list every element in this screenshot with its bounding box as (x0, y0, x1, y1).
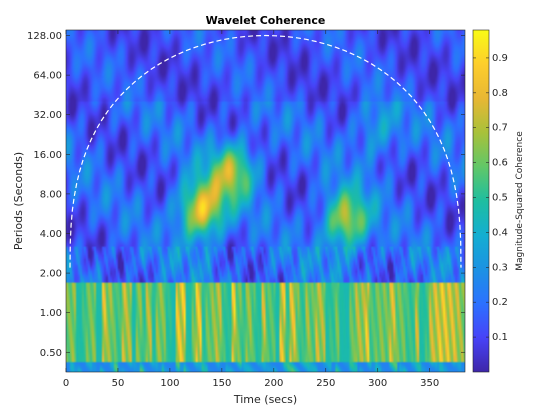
colorbar-tick-label: 0.1 (492, 332, 508, 343)
colorbar-tick-label: 0.6 (492, 158, 508, 169)
y-tick-label: 16.00 (33, 150, 62, 161)
x-tick-label: 0 (63, 378, 69, 389)
x-axis-label: Time (secs) (233, 393, 297, 406)
y-tick-label: 64.00 (33, 71, 62, 82)
colorbar: 0.1 0.2 0.3 0.4 0.5 0.6 0.7 0.8 0.9 Magnitude-Sq… (472, 29, 525, 373)
colorbar-tick-label: 0.5 (492, 193, 508, 204)
colorbar-tick-label: 0.9 (492, 53, 508, 64)
chart-title: Wavelet Coherence (206, 14, 326, 27)
colorbar-gradient (472, 29, 490, 373)
y-tick-label: 4.00 (40, 229, 62, 240)
y-tick-label: 8.00 (40, 189, 62, 200)
colorbar-tick-label: 0.7 (492, 123, 508, 134)
colorbar-tick-label: 0.8 (492, 88, 508, 99)
x-tick-label: 150 (212, 378, 231, 389)
colorbar-tick-label: 0.4 (492, 227, 508, 238)
colorbar-tick-label: 0.2 (492, 297, 508, 308)
plot-frame (65, 29, 466, 373)
x-axis: 0 50 100 150 200 250 300 350 (63, 30, 439, 389)
cone-of-influence (69, 34, 462, 268)
y-tick-label: 1.00 (40, 308, 62, 319)
x-tick-label: 50 (112, 378, 125, 389)
colorbar-label: Magnitude-Squared Coherence (515, 131, 525, 271)
x-tick-label: 300 (368, 378, 387, 389)
colorbar-tick-label: 0.3 (492, 262, 508, 273)
heatmap-image (66, 30, 465, 372)
y-tick-label: 32.00 (33, 110, 62, 121)
x-tick-label: 250 (316, 378, 335, 389)
x-tick-label: 100 (160, 378, 179, 389)
x-tick-label: 200 (264, 378, 283, 389)
heatmap-area (66, 30, 465, 372)
colorbar-ticks: 0.1 0.2 0.3 0.4 0.5 0.6 0.7 0.8 0.9 (473, 53, 508, 343)
y-tick-label: 0.50 (40, 348, 62, 359)
x-tick-label: 350 (420, 378, 439, 389)
y-tick-label: 2.00 (40, 269, 62, 280)
y-tick-label: 128.00 (27, 31, 62, 42)
y-axis: 0.50 1.00 2.00 4.00 8.00 16.00 32.00 64.00 128.0… (27, 31, 465, 359)
y-axis-label: Periods (Seconds) (12, 152, 25, 250)
